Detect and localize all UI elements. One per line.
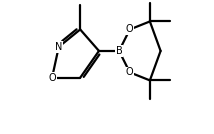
Text: O: O	[126, 25, 134, 34]
Text: N: N	[55, 42, 62, 52]
Text: O: O	[48, 73, 56, 83]
Text: O: O	[126, 67, 134, 77]
Text: B: B	[116, 46, 122, 56]
